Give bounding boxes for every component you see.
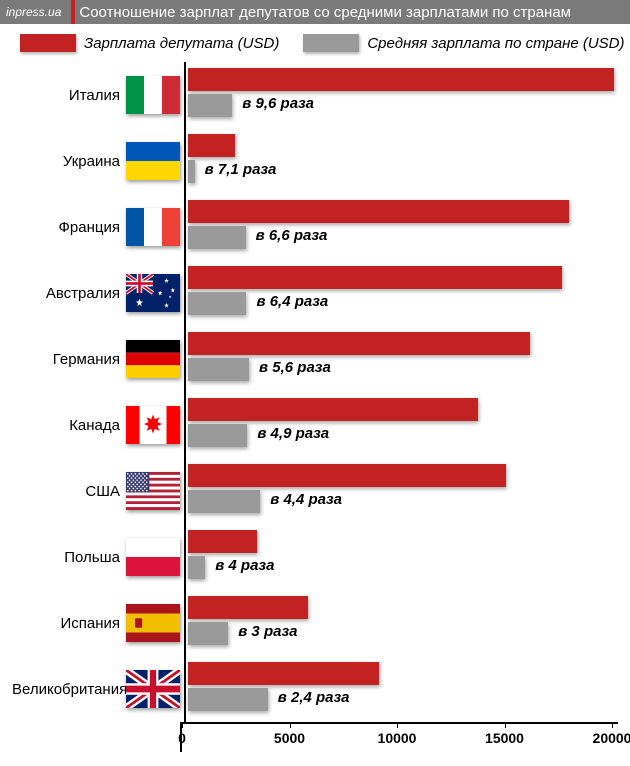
- gb-flag-icon: [126, 670, 180, 708]
- axis-tick: [290, 722, 291, 728]
- deputy-bar: [188, 530, 257, 553]
- country-label: Великобритания: [12, 681, 126, 698]
- ratio-label: в 6,6 раза: [256, 227, 328, 244]
- bars-cell: в 6,4 раза: [184, 260, 618, 326]
- avg-bar: [188, 556, 205, 579]
- bars-cell: в 9,6 раза: [184, 62, 618, 128]
- de-flag-icon: [126, 340, 180, 378]
- country-label: Польша: [12, 549, 126, 566]
- chart-row: Германия в 5,6 раза: [12, 326, 618, 392]
- axis-tick: [397, 722, 398, 728]
- chart-row: Великобритания в 2,4 раза: [12, 656, 618, 722]
- ua-flag-icon: [126, 142, 180, 180]
- deputy-bar: [188, 464, 506, 487]
- axis-tick-label: 10000: [378, 730, 417, 746]
- it-flag-icon: [126, 76, 180, 114]
- chart-row: Украина в 7,1 раза: [12, 128, 618, 194]
- bars-cell: в 3 раза: [184, 590, 618, 656]
- avg-bar: [188, 688, 268, 711]
- country-label: США: [12, 483, 126, 500]
- deputy-bar: [188, 200, 569, 223]
- axis-tick: [612, 722, 613, 728]
- bars-cell: в 2,4 раза: [184, 656, 618, 722]
- legend-swatch-avg: [303, 34, 359, 52]
- avg-bar: [188, 226, 246, 249]
- bars-cell: в 4 раза: [184, 524, 618, 590]
- deputy-bar: [188, 266, 562, 289]
- axis-tick: [182, 722, 183, 728]
- deputy-bar: [188, 398, 478, 421]
- bars-cell: в 4,4 раза: [184, 458, 618, 524]
- country-label: Испания: [12, 615, 126, 632]
- avg-bar: [188, 424, 247, 447]
- axis-tick-label: 0: [178, 730, 186, 746]
- chart-body: Италия в 9,6 раза Украина в 7,1 раза Франция…: [12, 62, 618, 752]
- bars-cell: в 5,6 раза: [184, 326, 618, 392]
- avg-bar: [188, 160, 195, 183]
- bars-cell: в 6,6 раза: [184, 194, 618, 260]
- deputy-bar: [188, 596, 308, 619]
- country-label: Германия: [12, 351, 126, 368]
- chart-row: Польша в 4 раза: [12, 524, 618, 590]
- legend-label-deputy: Зарплата депутата (USD): [84, 35, 279, 52]
- deputy-bar: [188, 68, 614, 91]
- ratio-label: в 7,1 раза: [205, 161, 277, 178]
- avg-bar: [188, 358, 249, 381]
- ratio-label: в 4 раза: [215, 557, 274, 574]
- bars-cell: в 4,9 раза: [184, 392, 618, 458]
- es-flag-icon: [126, 604, 180, 642]
- bars-cell: в 7,1 раза: [184, 128, 618, 194]
- au-flag-icon: [126, 274, 180, 312]
- axis-tick: [505, 722, 506, 728]
- deputy-bar: [188, 134, 235, 157]
- chart-title: Соотношение зарплат депутатов со средним…: [79, 4, 630, 21]
- ratio-label: в 2,4 раза: [278, 689, 350, 706]
- ratio-label: в 9,6 раза: [242, 95, 314, 112]
- pl-flag-icon: [126, 538, 180, 576]
- deputy-bar: [188, 662, 379, 685]
- avg-bar: [188, 622, 228, 645]
- ca-flag-icon: [126, 406, 180, 444]
- legend-label-avg: Средняя зарплата по стране (USD): [367, 35, 624, 52]
- chart-row: Италия в 9,6 раза: [12, 62, 618, 128]
- ratio-label: в 3 раза: [238, 623, 297, 640]
- legend-swatch-deputy: [20, 34, 76, 52]
- ratio-label: в 4,9 раза: [257, 425, 329, 442]
- avg-bar: [188, 490, 260, 513]
- avg-bar: [188, 94, 232, 117]
- country-label: Италия: [12, 87, 126, 104]
- x-axis: 05000100001500020000: [12, 722, 618, 752]
- country-label: Австралия: [12, 285, 126, 302]
- chart-row: Испания в 3 раза: [12, 590, 618, 656]
- fr-flag-icon: [126, 208, 180, 246]
- chart-row: Канада в 4,9 раза: [12, 392, 618, 458]
- chart-row: Франция в 6,6 раза: [12, 194, 618, 260]
- ratio-label: в 5,6 раза: [259, 359, 331, 376]
- country-label: Канада: [12, 417, 126, 434]
- axis-tick-label: 20000: [593, 730, 630, 746]
- chart-header: inpress.ua Соотношение зарплат депутатов…: [0, 0, 630, 24]
- axis-tick-label: 15000: [485, 730, 524, 746]
- country-label: Украина: [12, 153, 126, 170]
- avg-bar: [188, 292, 246, 315]
- source-label: inpress.ua: [0, 5, 67, 19]
- ratio-label: в 6,4 раза: [256, 293, 328, 310]
- legend: Зарплата депутата (USD) Средняя зарплата…: [0, 24, 630, 56]
- header-divider: [71, 0, 75, 24]
- deputy-bar: [188, 332, 530, 355]
- ratio-label: в 4,4 раза: [270, 491, 342, 508]
- chart-row: Австралия в 6,4 раза: [12, 260, 618, 326]
- axis-tick-label: 5000: [274, 730, 305, 746]
- country-label: Франция: [12, 219, 126, 236]
- chart-row: США в 4,4 раза: [12, 458, 618, 524]
- us-flag-icon: [126, 472, 180, 510]
